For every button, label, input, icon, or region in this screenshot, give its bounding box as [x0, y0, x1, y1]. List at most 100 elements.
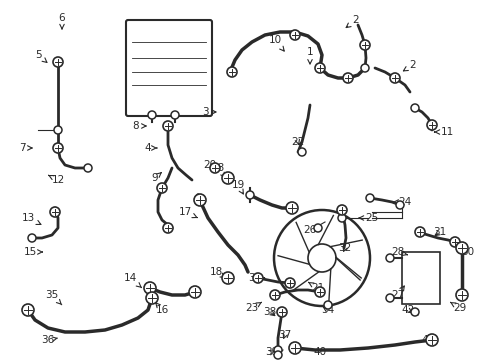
- Text: 2: 2: [346, 15, 359, 28]
- Text: 33: 33: [248, 273, 264, 283]
- Circle shape: [273, 351, 282, 359]
- Text: 18: 18: [209, 267, 225, 278]
- Circle shape: [289, 30, 299, 40]
- Text: 32: 32: [338, 243, 351, 253]
- Circle shape: [273, 346, 282, 354]
- Circle shape: [410, 104, 418, 112]
- Text: 28: 28: [390, 247, 407, 257]
- Circle shape: [389, 73, 399, 83]
- Text: 13: 13: [21, 213, 41, 224]
- Text: 38: 38: [263, 307, 276, 317]
- Circle shape: [146, 292, 158, 304]
- Text: 23: 23: [245, 302, 261, 313]
- Text: 3: 3: [201, 107, 216, 117]
- Text: 37: 37: [278, 330, 291, 340]
- Circle shape: [53, 57, 63, 67]
- Circle shape: [269, 290, 280, 300]
- Circle shape: [245, 191, 253, 199]
- Text: 24: 24: [392, 197, 411, 207]
- Circle shape: [288, 342, 301, 354]
- Text: 1: 1: [306, 47, 313, 64]
- Circle shape: [157, 183, 167, 193]
- Text: 7: 7: [19, 143, 32, 153]
- Circle shape: [53, 143, 63, 153]
- Circle shape: [285, 202, 297, 214]
- Text: 17: 17: [178, 207, 197, 218]
- Text: 8: 8: [132, 121, 146, 131]
- Text: 34: 34: [321, 305, 334, 315]
- Text: 29: 29: [449, 302, 466, 313]
- Circle shape: [84, 164, 92, 172]
- Circle shape: [455, 289, 467, 301]
- Circle shape: [385, 294, 393, 302]
- Circle shape: [336, 205, 346, 215]
- Circle shape: [455, 242, 467, 254]
- Text: 16: 16: [155, 302, 168, 315]
- Circle shape: [337, 214, 346, 222]
- Circle shape: [22, 304, 34, 316]
- Text: 21: 21: [308, 282, 324, 293]
- Text: 35: 35: [45, 290, 61, 305]
- Text: 19: 19: [231, 180, 244, 194]
- Text: 10: 10: [268, 35, 284, 51]
- Circle shape: [385, 254, 393, 262]
- Circle shape: [342, 73, 352, 83]
- Circle shape: [414, 227, 424, 237]
- Circle shape: [28, 234, 36, 242]
- Circle shape: [163, 223, 173, 233]
- Circle shape: [148, 111, 156, 119]
- Circle shape: [285, 278, 294, 288]
- Text: 42: 42: [401, 305, 414, 315]
- Text: 41: 41: [421, 335, 434, 345]
- Circle shape: [365, 194, 373, 202]
- Circle shape: [50, 207, 60, 217]
- Circle shape: [276, 307, 286, 317]
- Circle shape: [252, 273, 263, 283]
- Text: 12: 12: [48, 175, 64, 185]
- Text: 20: 20: [203, 160, 216, 170]
- Circle shape: [163, 121, 173, 131]
- Bar: [401, 252, 439, 304]
- Circle shape: [54, 126, 62, 134]
- Text: 40: 40: [313, 347, 326, 357]
- Circle shape: [324, 301, 331, 309]
- Text: 30: 30: [458, 247, 473, 257]
- Text: 15: 15: [23, 247, 42, 257]
- Circle shape: [359, 40, 369, 50]
- Circle shape: [425, 334, 437, 346]
- Circle shape: [222, 272, 234, 284]
- Circle shape: [194, 194, 205, 206]
- Circle shape: [171, 111, 179, 119]
- Circle shape: [290, 31, 298, 39]
- Circle shape: [143, 282, 156, 294]
- Circle shape: [189, 286, 201, 298]
- Text: 25: 25: [358, 213, 378, 223]
- Circle shape: [314, 63, 325, 73]
- Text: 26: 26: [303, 225, 319, 235]
- Text: 36: 36: [41, 335, 58, 345]
- Circle shape: [426, 120, 436, 130]
- Text: 18: 18: [211, 163, 225, 178]
- Text: 27: 27: [390, 286, 404, 300]
- Circle shape: [410, 308, 418, 316]
- Circle shape: [313, 224, 321, 232]
- Text: 31: 31: [432, 227, 446, 237]
- Text: 2: 2: [403, 60, 415, 71]
- Text: 4: 4: [144, 143, 157, 153]
- Text: 22: 22: [291, 137, 304, 147]
- Text: 11: 11: [434, 127, 453, 137]
- Circle shape: [209, 163, 220, 173]
- Circle shape: [314, 287, 325, 297]
- Text: 9: 9: [151, 172, 161, 183]
- Text: 14: 14: [123, 273, 141, 288]
- Circle shape: [449, 237, 459, 247]
- Circle shape: [226, 67, 237, 77]
- Circle shape: [163, 122, 172, 130]
- Circle shape: [360, 64, 368, 72]
- Text: 39: 39: [265, 347, 278, 357]
- Circle shape: [395, 201, 403, 209]
- Text: 5: 5: [35, 50, 47, 62]
- Text: 6: 6: [59, 13, 65, 29]
- Circle shape: [222, 172, 234, 184]
- Circle shape: [297, 148, 305, 156]
